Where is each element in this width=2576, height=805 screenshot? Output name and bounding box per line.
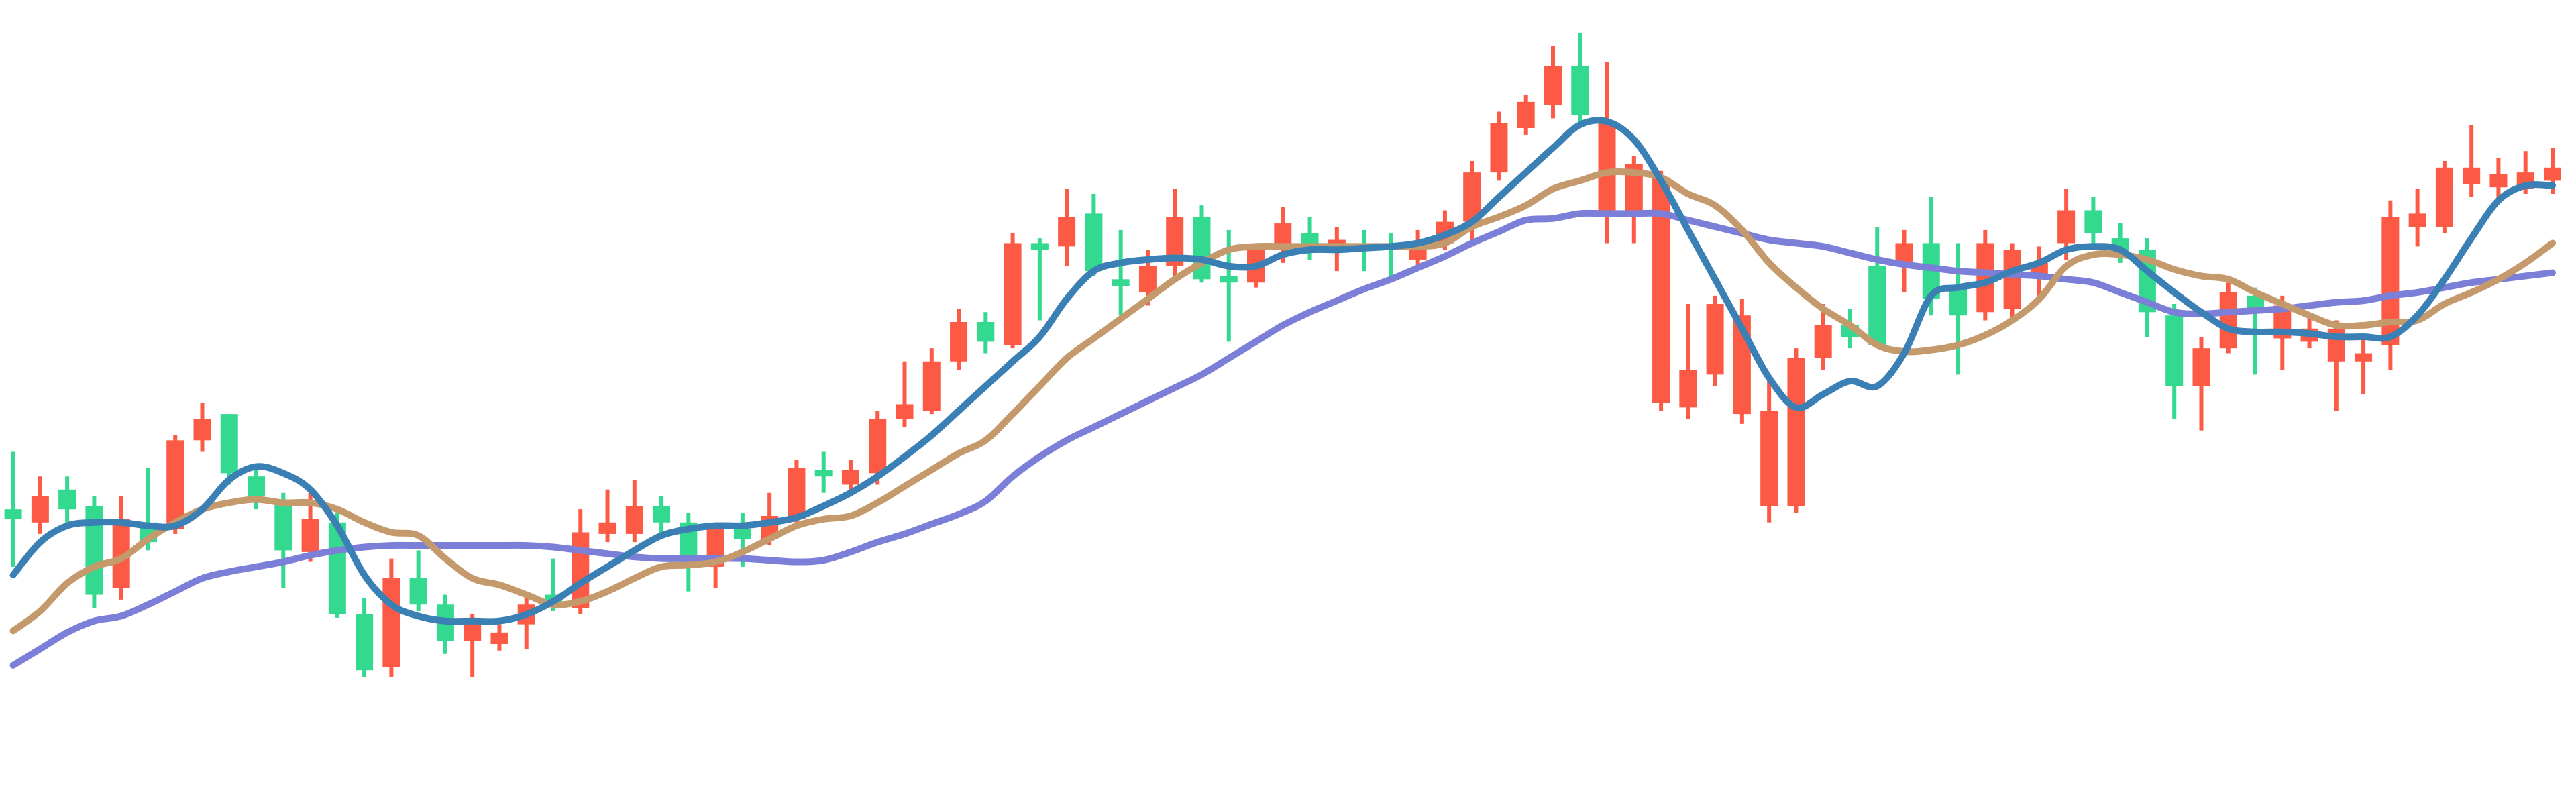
- candle-body: [1949, 287, 1968, 316]
- candle-body: [572, 532, 590, 608]
- candle-body: [1030, 243, 1049, 250]
- candle-body: [4, 509, 22, 519]
- candle-body: [922, 361, 941, 411]
- candle-body: [896, 404, 914, 419]
- candle-body: [1112, 279, 1130, 286]
- candle-body: [950, 322, 968, 362]
- candle-body: [1058, 217, 1076, 247]
- moving-average-line: [9, 117, 2556, 625]
- candle-body: [382, 578, 400, 667]
- candle-body: [2463, 167, 2481, 184]
- candle-body: [1814, 325, 1832, 358]
- candle-body: [356, 614, 374, 671]
- candle-body: [58, 489, 76, 510]
- candle-body: [1760, 411, 1778, 506]
- candle-body: [274, 500, 292, 551]
- candle-body: [2084, 210, 2102, 233]
- candle-body: [1544, 65, 1562, 105]
- candle-body: [653, 506, 671, 523]
- candle-body: [2057, 210, 2076, 244]
- candle-body: [733, 529, 751, 539]
- candle-body: [2489, 174, 2508, 188]
- candle-body: [2003, 250, 2021, 309]
- candle-body: [1138, 266, 1157, 292]
- candle-body: [301, 519, 319, 552]
- candle-body: [2355, 353, 2373, 362]
- candle-body: [598, 522, 616, 534]
- candle-body: [31, 496, 49, 523]
- candle-body: [1517, 101, 1535, 129]
- candle-body: [1787, 358, 1805, 506]
- candle-body: [2219, 292, 2237, 349]
- candle-body: [788, 468, 806, 519]
- candle-body: [1004, 243, 1022, 345]
- candle-body: [1220, 276, 1238, 283]
- candle-body: [1085, 213, 1103, 272]
- candle-body: [409, 578, 427, 605]
- candle-body: [1706, 304, 1724, 375]
- candle-body: [2435, 167, 2453, 227]
- candle-body: [490, 632, 508, 644]
- candle-body: [869, 419, 887, 474]
- candle-body: [625, 506, 643, 534]
- candle-body: [2192, 348, 2210, 386]
- candle-body: [2165, 315, 2184, 386]
- candle-body: [2543, 167, 2561, 181]
- candle-body: [166, 440, 184, 529]
- candle-body: [841, 470, 859, 485]
- candle-body: [2408, 213, 2426, 227]
- candle-body: [1571, 65, 1589, 115]
- candle-body: [1679, 370, 1697, 408]
- candle-body: [814, 470, 833, 477]
- moving-average-line: [9, 209, 2556, 669]
- candle-body: [1490, 123, 1508, 173]
- candle-body: [1598, 123, 1616, 214]
- candle-body: [977, 322, 995, 342]
- candle-body: [248, 476, 266, 496]
- candle-body: [1868, 266, 1886, 345]
- candle-body: [220, 414, 238, 474]
- candle-body: [193, 419, 211, 441]
